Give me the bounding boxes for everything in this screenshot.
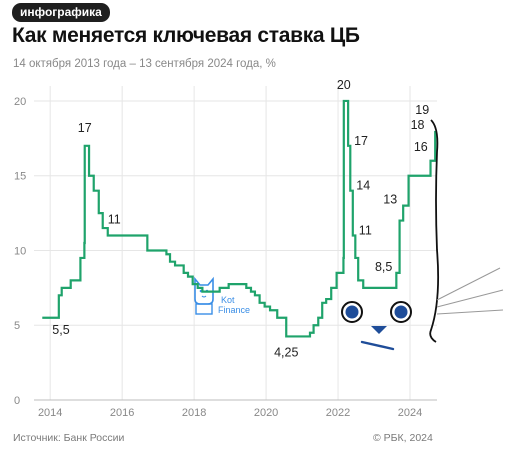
- x-tick-label-2024: 2024: [398, 407, 422, 419]
- data-label-4: 20: [337, 78, 351, 92]
- doodle-nose-icon: [371, 326, 387, 334]
- y-tick-label-10: 10: [14, 245, 26, 257]
- cat-doodle: [341, 119, 504, 351]
- logo-text-finance: Finance: [218, 305, 250, 315]
- page-subtitle: 14 октября 2013 года – 13 сентября 2024 …: [13, 58, 276, 70]
- data-label-7: 11: [359, 224, 372, 238]
- doodle-pupil-left: [345, 305, 359, 319]
- data-label-3: 4,25: [274, 345, 298, 359]
- cat-logo-icon: [194, 276, 214, 315]
- y-tick-label-5: 5: [14, 320, 20, 332]
- logo-text-kot: Kot: [221, 295, 235, 305]
- data-label-8: 8,5: [375, 260, 392, 274]
- y-tick-label-20: 20: [14, 96, 26, 108]
- x-tick-label-2016: 2016: [110, 407, 134, 419]
- doodle-pupil-right: [394, 305, 408, 319]
- x-tick-label-2014: 2014: [38, 407, 62, 419]
- data-label-1: 11: [108, 213, 121, 227]
- data-label-10: 16: [414, 140, 428, 154]
- data-label-0: 17: [78, 121, 92, 135]
- x-tick-label-2022: 2022: [326, 407, 350, 419]
- x-tick-label-2018: 2018: [182, 407, 206, 419]
- doodle-mouth: [360, 340, 395, 351]
- x-tick-label-2020: 2020: [254, 407, 278, 419]
- kot-finance-logo: Kot Finance: [194, 276, 250, 315]
- data-label-12: 19: [415, 103, 429, 117]
- grid-layer: [34, 86, 437, 401]
- data-label-11: 18: [411, 118, 425, 132]
- infographic-tag: инфографика: [12, 3, 110, 22]
- axis-layer: 2014 2016 2018 2020 2022 2024 0 5 10 15 20: [14, 96, 422, 419]
- rate-series-line: [42, 99, 437, 338]
- doodle-whisker-2: [436, 289, 504, 308]
- data-label-2: 5,5: [52, 323, 69, 337]
- doodle-outline: [429, 119, 440, 343]
- data-label-6: 14: [356, 179, 370, 193]
- source-note: Источник: Банк России: [13, 432, 125, 444]
- y-tick-label-15: 15: [14, 171, 26, 183]
- data-label-5: 17: [354, 134, 368, 148]
- page-title: Как меняется ключевая ставка ЦБ: [12, 24, 360, 47]
- y-tick-label-0: 0: [14, 395, 20, 407]
- data-label-9: 13: [383, 193, 397, 207]
- doodle-whisker-1: [436, 267, 501, 301]
- doodle-whisker-3: [436, 309, 504, 315]
- copyright-note: © РБК, 2024: [373, 432, 433, 444]
